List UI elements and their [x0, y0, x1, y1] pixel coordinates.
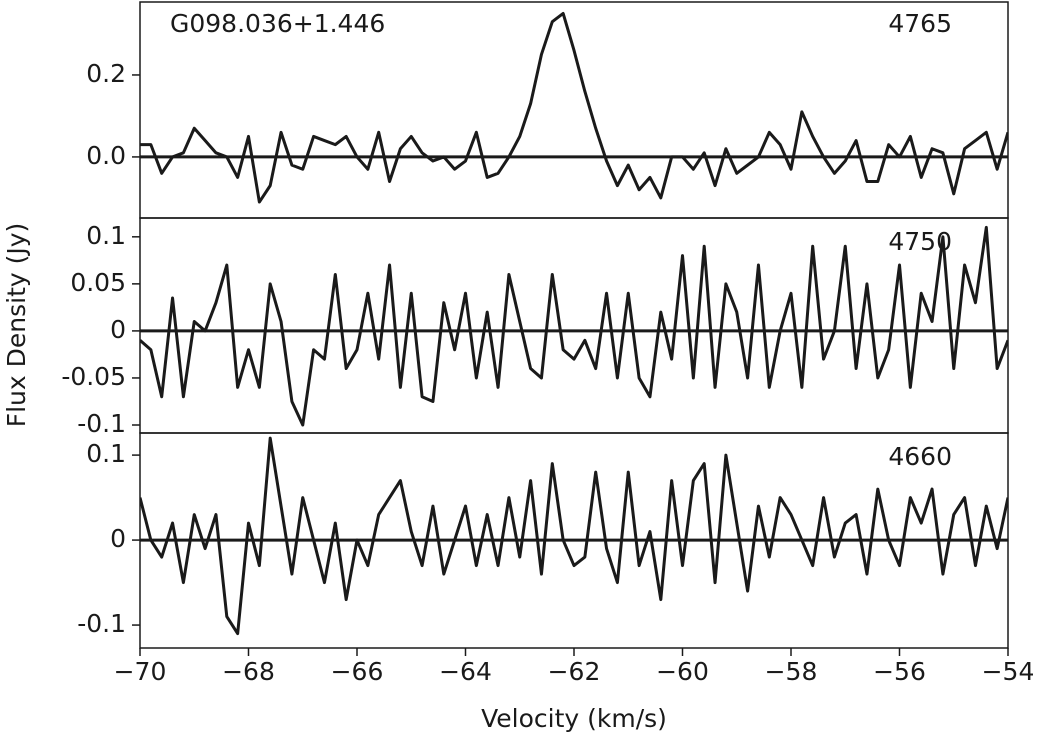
- x-tick-label: −58: [765, 657, 818, 686]
- y-tick-label: 0: [110, 524, 126, 553]
- y-tick-label: 0.2: [86, 59, 126, 88]
- panel-label: 4660: [888, 442, 952, 471]
- panel-label: 4765: [888, 9, 952, 38]
- y-tick-label: -0.1: [77, 609, 126, 638]
- y-tick-label: 0.0: [86, 141, 126, 170]
- x-tick-label: −68: [222, 657, 275, 686]
- x-tick-label: −70: [114, 657, 167, 686]
- x-tick-label: −60: [656, 657, 709, 686]
- y-tick-label: 0.05: [70, 268, 126, 297]
- x-axis-label: Velocity (km/s): [481, 704, 667, 733]
- x-tick-label: −66: [331, 657, 384, 686]
- y-tick-label: -0.1: [77, 409, 126, 438]
- y-axis-label: Flux Density (Jy): [2, 223, 31, 428]
- spectrum-line: [140, 11, 1008, 204]
- x-tick-label: −64: [439, 657, 492, 686]
- spectrum-line: [140, 225, 1008, 427]
- x-tick-label: −56: [873, 657, 926, 686]
- x-tick-label: −54: [982, 657, 1035, 686]
- y-tick-label: 0.1: [86, 221, 126, 250]
- y-tick-label: 0.1: [86, 439, 126, 468]
- panel-frame: [139, 217, 1009, 434]
- spectrum-line: [140, 436, 1008, 636]
- y-tick-label: -0.05: [61, 362, 126, 391]
- y-tick-label: 0: [110, 315, 126, 344]
- panel-label: 4750: [888, 227, 952, 256]
- chart-title: G098.036+1.446: [170, 9, 385, 38]
- x-tick-label: −62: [548, 657, 601, 686]
